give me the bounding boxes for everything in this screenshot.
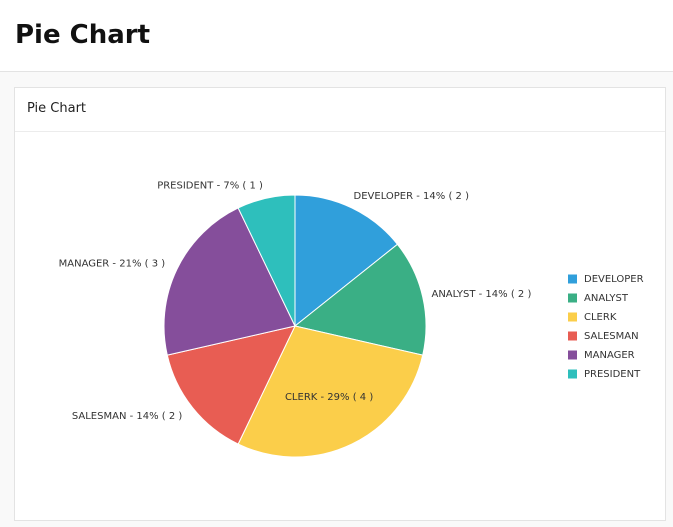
legend-label: MANAGER: [584, 350, 635, 361]
legend-swatch: [568, 312, 577, 322]
pie-slice: [293, 243, 427, 356]
legend-label: DEVELOPER: [584, 274, 644, 285]
page-header: Pie Chart: [0, 0, 673, 72]
legend-label: CLERK: [584, 312, 617, 323]
pie-slice: [237, 325, 424, 458]
legend-label: ANALYST: [584, 293, 629, 304]
legend-swatch: [568, 369, 577, 379]
slice-label: CLERK - 29% ( 4 ): [285, 392, 373, 403]
pie-slice: [163, 207, 296, 356]
legend-label: PRESIDENT: [584, 369, 641, 380]
legend-swatch: [568, 274, 577, 284]
slice-label: DEVELOPER - 14% ( 2 ): [354, 191, 470, 202]
legend-swatch: [568, 350, 577, 360]
region-title: Pie Chart: [15, 88, 665, 132]
legend-swatch: [568, 293, 577, 303]
legend-swatch: [568, 331, 577, 341]
slice-label: ANALYST - 14% ( 2 ): [431, 289, 531, 300]
page-title: Pie Chart: [15, 20, 151, 50]
pie-slice: [166, 325, 296, 445]
slice-label: PRESIDENT - 7% ( 1 ): [157, 181, 263, 192]
slice-label: MANAGER - 21% ( 3 ): [59, 258, 166, 269]
pie-slice: [294, 194, 399, 328]
slice-label: SALESMAN - 14% ( 2 ): [72, 411, 183, 422]
legend-label: SALESMAN: [584, 331, 639, 342]
pie-slice: [237, 194, 296, 327]
